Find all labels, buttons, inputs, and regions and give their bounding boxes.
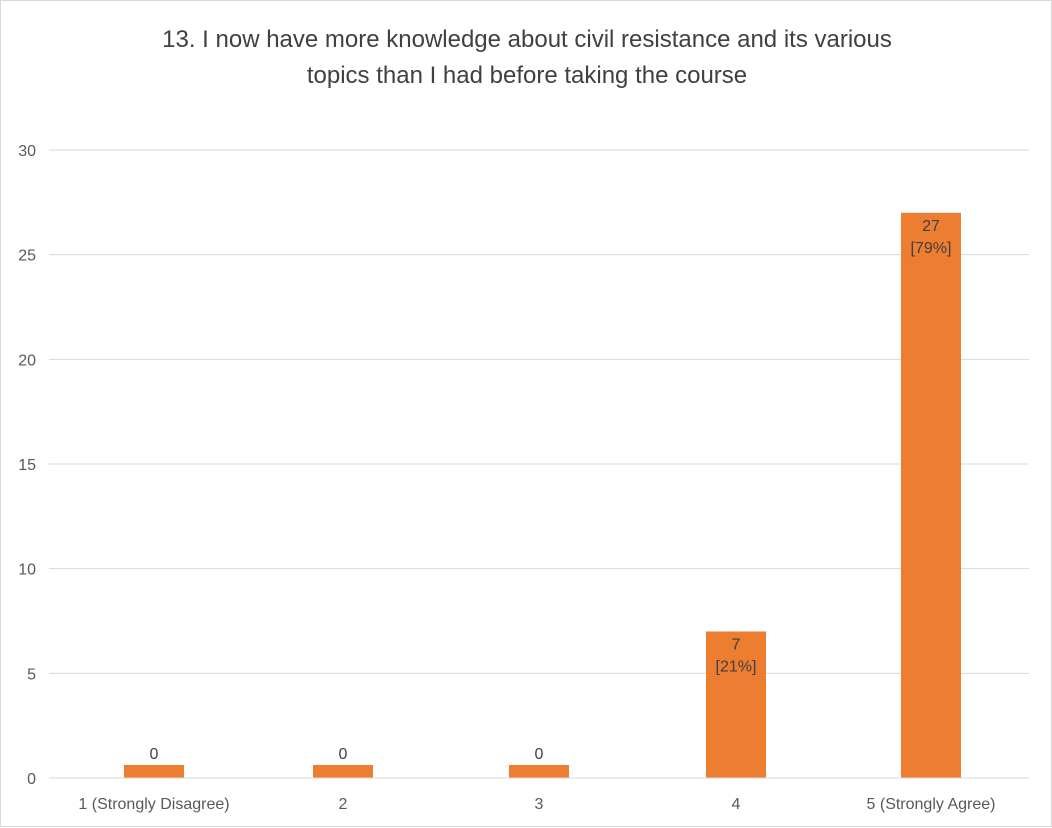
x-category-label: 5 (Strongly Agree) — [867, 796, 996, 813]
y-tick-label: 30 — [18, 143, 36, 160]
y-tick-label: 25 — [18, 248, 36, 265]
data-label: 0 — [339, 746, 348, 763]
bar — [901, 212, 961, 779]
y-tick-label: 0 — [27, 771, 36, 788]
x-category-label: 4 — [732, 796, 741, 813]
y-tick-label: 10 — [18, 562, 36, 579]
chart-title-line: topics than I had before taking the cour… — [307, 62, 747, 89]
y-tick-label: 20 — [18, 352, 36, 369]
x-category-label: 1 (Strongly Disagree) — [78, 796, 229, 813]
bar — [124, 765, 184, 778]
y-tick-label: 15 — [18, 457, 36, 474]
chart-title-line: 13. I now have more knowledge about civi… — [162, 26, 892, 53]
data-label: 27 — [922, 218, 940, 235]
x-category-label: 2 — [339, 796, 348, 813]
bar — [509, 765, 569, 778]
x-category-label: 3 — [535, 796, 544, 813]
data-label: 0 — [535, 746, 544, 763]
data-label: 7 — [732, 636, 741, 653]
y-tick-label: 5 — [27, 666, 36, 683]
bar — [313, 765, 373, 778]
data-label: [79%] — [911, 240, 952, 257]
data-label: [21%] — [716, 658, 757, 675]
bar — [706, 631, 766, 778]
data-label: 0 — [150, 746, 159, 763]
